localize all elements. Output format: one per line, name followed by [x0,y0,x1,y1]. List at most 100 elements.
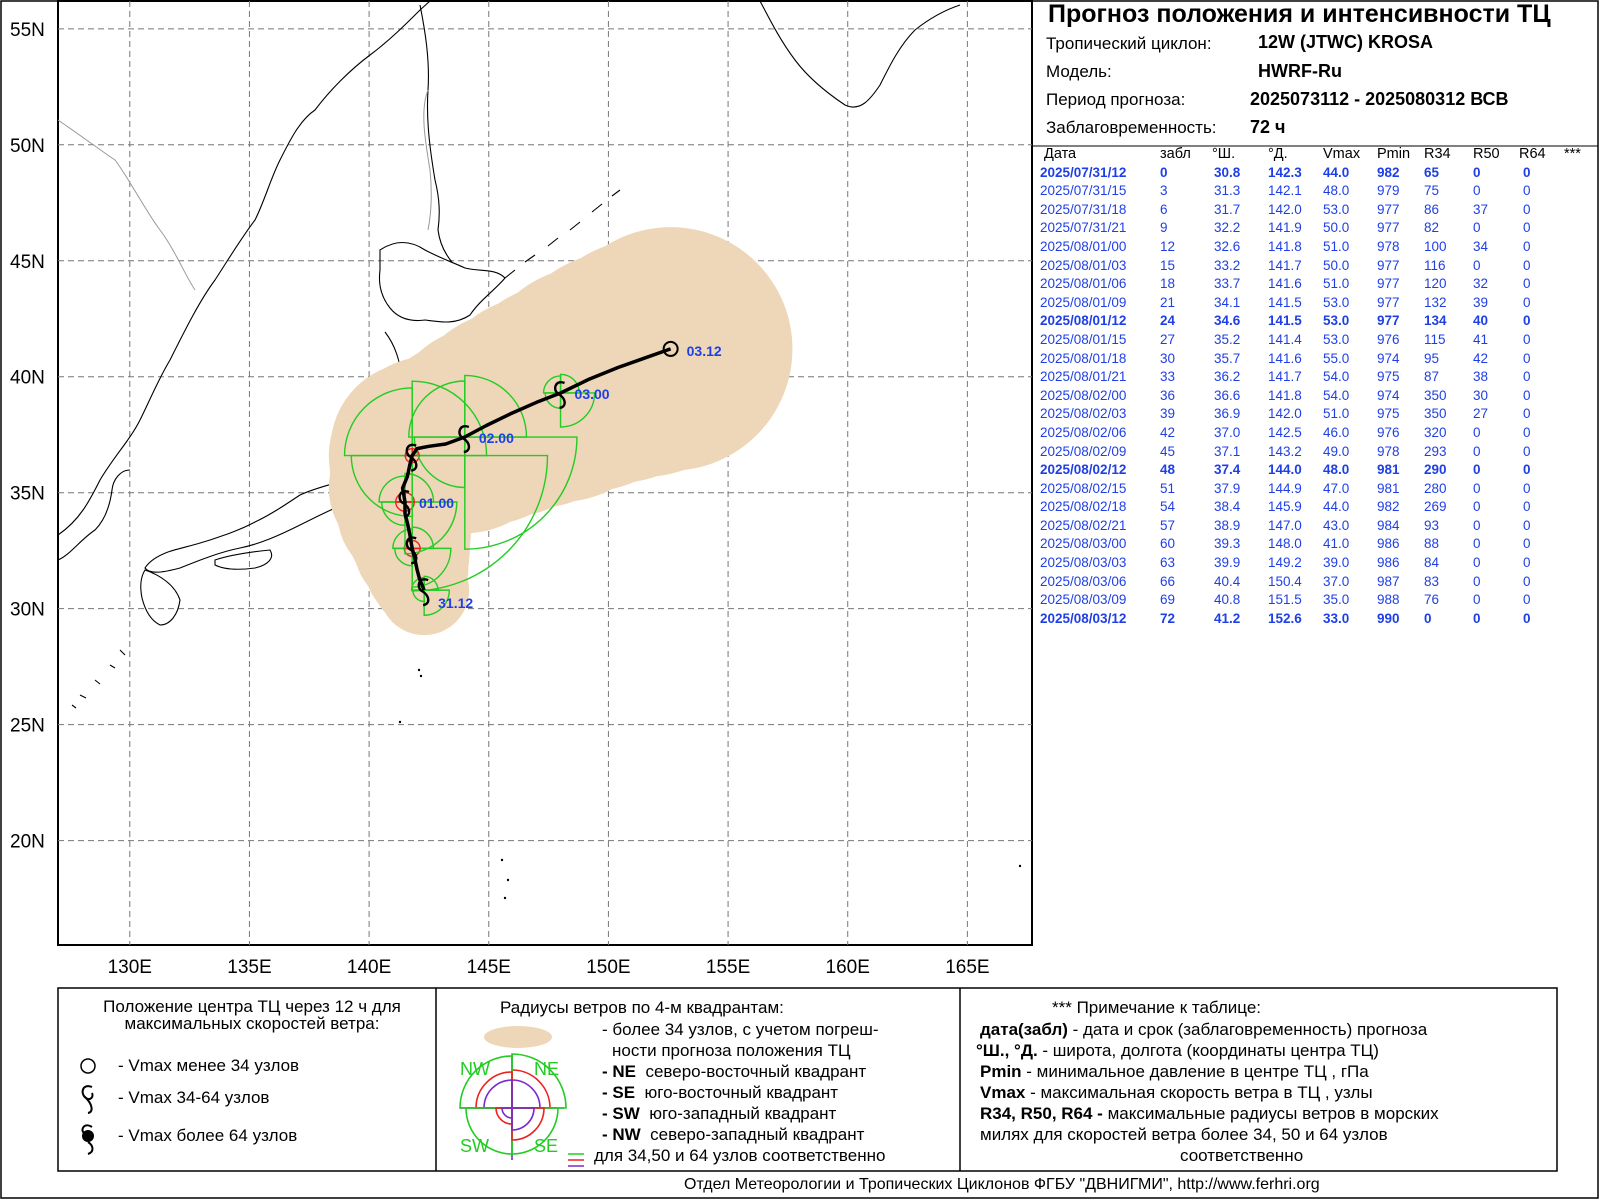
table-cell-date: 2025/08/01/00 [1040,238,1127,254]
page-title: Прогноз положения и интенсивности ТЦ [1048,0,1551,28]
table-cell-pmin: 976 [1377,331,1400,347]
table-cell-pmin: 986 [1377,555,1400,571]
table-cell-date: 2025/08/02/03 [1040,406,1127,422]
table-row: 2025/08/01/03 15 33.2 141.7 50.0 977 116 0 0 [1036,258,1596,277]
table-cell-lat: 35.2 [1214,331,1241,347]
table-cell-r50: 0 [1473,183,1481,199]
table-cell-r34: 293 [1424,443,1447,459]
storm-center-symbol [553,380,566,410]
forecast-track [400,347,672,591]
table-cell-vmax: 50.0 [1323,257,1350,273]
wind-radius-quadrant [411,454,549,592]
coastlines [57,0,961,709]
cyclone-label: Тропический циклон: [1046,34,1212,53]
table-cell-pmin: 990 [1377,610,1400,626]
table-cell-lat: 39.3 [1214,536,1241,552]
table-cell-r50: 42 [1473,350,1489,366]
legend3-l1: дата(забл) - дата и срок (заблаговременн… [980,1020,1428,1039]
table-cell-r64: 0 [1523,592,1531,608]
legend3-l6: милях для скоростей ветра более 34, 50 и… [980,1125,1388,1144]
legend-typhoon-symbol [82,1130,94,1142]
table-cell-lead: 33 [1160,369,1176,385]
wind-radius-quadrant [411,547,452,588]
table-row: 2025/08/03/03 63 39.9 149.2 39.0 986 84 0 0 [1036,555,1596,574]
legend-uncertainty-swatch [484,1026,552,1048]
table-cell-vmax: 44.0 [1323,164,1350,180]
coast-hokkaido [378,241,506,323]
col-header: забл [1160,146,1191,162]
table-cell-pmin: 977 [1377,220,1400,236]
table-cell-r34: 115 [1424,331,1446,347]
table-cell-pmin: 977 [1377,201,1400,217]
table-cell-vmax: 46.0 [1323,424,1350,440]
table-cell-vmax: 51.0 [1323,276,1350,292]
table-row: 2025/07/31/15 3 31.3 142.1 48.0 979 75 0 0 [1036,183,1596,202]
table-cell-vmax: 54.0 [1323,369,1350,385]
period-label: Период прогноза: [1046,90,1186,109]
table-cell-lon: 141.7 [1268,257,1302,273]
table-cell-r50: 0 [1473,555,1481,571]
footer-credit: Отдел Метеорологии и Тропических Циклоно… [684,1176,1320,1193]
legend2-last: для 34,50 и 64 узлов соответственно [594,1146,886,1165]
table-cell-lead: 60 [1160,536,1176,552]
table-cell-r50: 38 [1473,369,1489,385]
table-row: 2025/08/02/03 39 36.9 142.0 51.0 975 350 27 0 [1036,406,1596,425]
lon-label: 135E [227,957,271,978]
col-header: Vmax [1323,146,1361,162]
table-cell-pmin: 981 [1377,462,1400,478]
table-cell-date: 2025/08/02/15 [1040,480,1127,496]
coast-kyushu [140,569,181,626]
table-cell-lead: 48 [1160,462,1176,478]
legend-weak-symbol [80,1058,96,1074]
track-time-label: 02.00 [479,430,514,446]
table-row: 2025/08/02/06 42 37.0 142.5 46.0 976 320 0 0 [1036,425,1596,444]
table-cell-r64: 0 [1523,610,1531,626]
table-row: 2025/07/31/12 0 30.8 142.3 44.0 982 65 0 0 [1036,165,1596,184]
table-row: 2025/08/03/06 66 40.4 150.4 37.0 987 83 0 0 [1036,574,1596,593]
legend-label-se: SE [534,1136,558,1156]
table-cell-vmax: 54.0 [1323,387,1350,403]
lon-label: 145E [467,957,511,978]
table-cell-vmax: 53.0 [1323,313,1350,329]
table-cell-vmax: 48.0 [1323,462,1350,478]
table-cell-vmax: 55.0 [1323,350,1350,366]
table-cell-date: 2025/08/01/03 [1040,257,1127,273]
legend-label-ne: NE [534,1059,559,1079]
table-cell-lat: 32.2 [1214,220,1241,236]
table-cell-r50: 32 [1473,276,1489,292]
table-cell-vmax: 39.0 [1323,555,1350,571]
legend3-l3: Pmin - минимальное давление в центре ТЦ … [980,1062,1369,1081]
table-cell-lat: 36.9 [1214,406,1241,422]
table-cell-lon: 141.8 [1268,387,1302,403]
table-cell-r50: 0 [1473,220,1481,236]
table-cell-lon: 152.6 [1268,610,1302,626]
table-cell-lon: 141.4 [1268,331,1302,347]
table-cell-vmax: 51.0 [1323,238,1350,254]
table-cell-lon: 141.6 [1268,350,1302,366]
table-cell-lat: 31.7 [1214,201,1241,217]
table-cell-lead: 72 [1160,610,1176,626]
table-cell-lon: 141.8 [1268,238,1302,254]
table-cell-r34: 350 [1424,406,1447,422]
table-cell-r50: 39 [1473,294,1489,310]
track-time-label: 03.00 [575,386,610,402]
table-cell-lon: 142.0 [1268,201,1302,217]
table-row: 2025/08/02/21 57 38.9 147.0 43.0 984 93 0 0 [1036,518,1596,537]
col-header: Pmin [1377,146,1411,162]
table-cell-lead: 39 [1160,406,1176,422]
table-cell-r34: 83 [1424,573,1440,589]
col-header: R50 [1473,146,1500,162]
lon-label: 155E [706,957,750,978]
table-cell-r64: 0 [1523,369,1531,385]
lon-label: 130E [108,957,152,978]
storm-center-symbol [405,443,418,472]
table-cell-r64: 0 [1523,350,1531,366]
table-row: 2025/08/02/09 45 37.1 143.2 49.0 978 293 0 0 [1036,444,1596,463]
table-cell-r64: 0 [1523,220,1531,236]
table-cell-r64: 0 [1523,238,1531,254]
table-cell-lead: 18 [1160,276,1176,292]
table-cell-date: 2025/08/01/18 [1040,350,1127,366]
table-row: 2025/07/31/18 6 31.7 142.0 53.0 977 86 37 0 [1036,202,1596,221]
table-cell-vmax: 44.0 [1323,499,1350,515]
border-asia [57,119,196,291]
